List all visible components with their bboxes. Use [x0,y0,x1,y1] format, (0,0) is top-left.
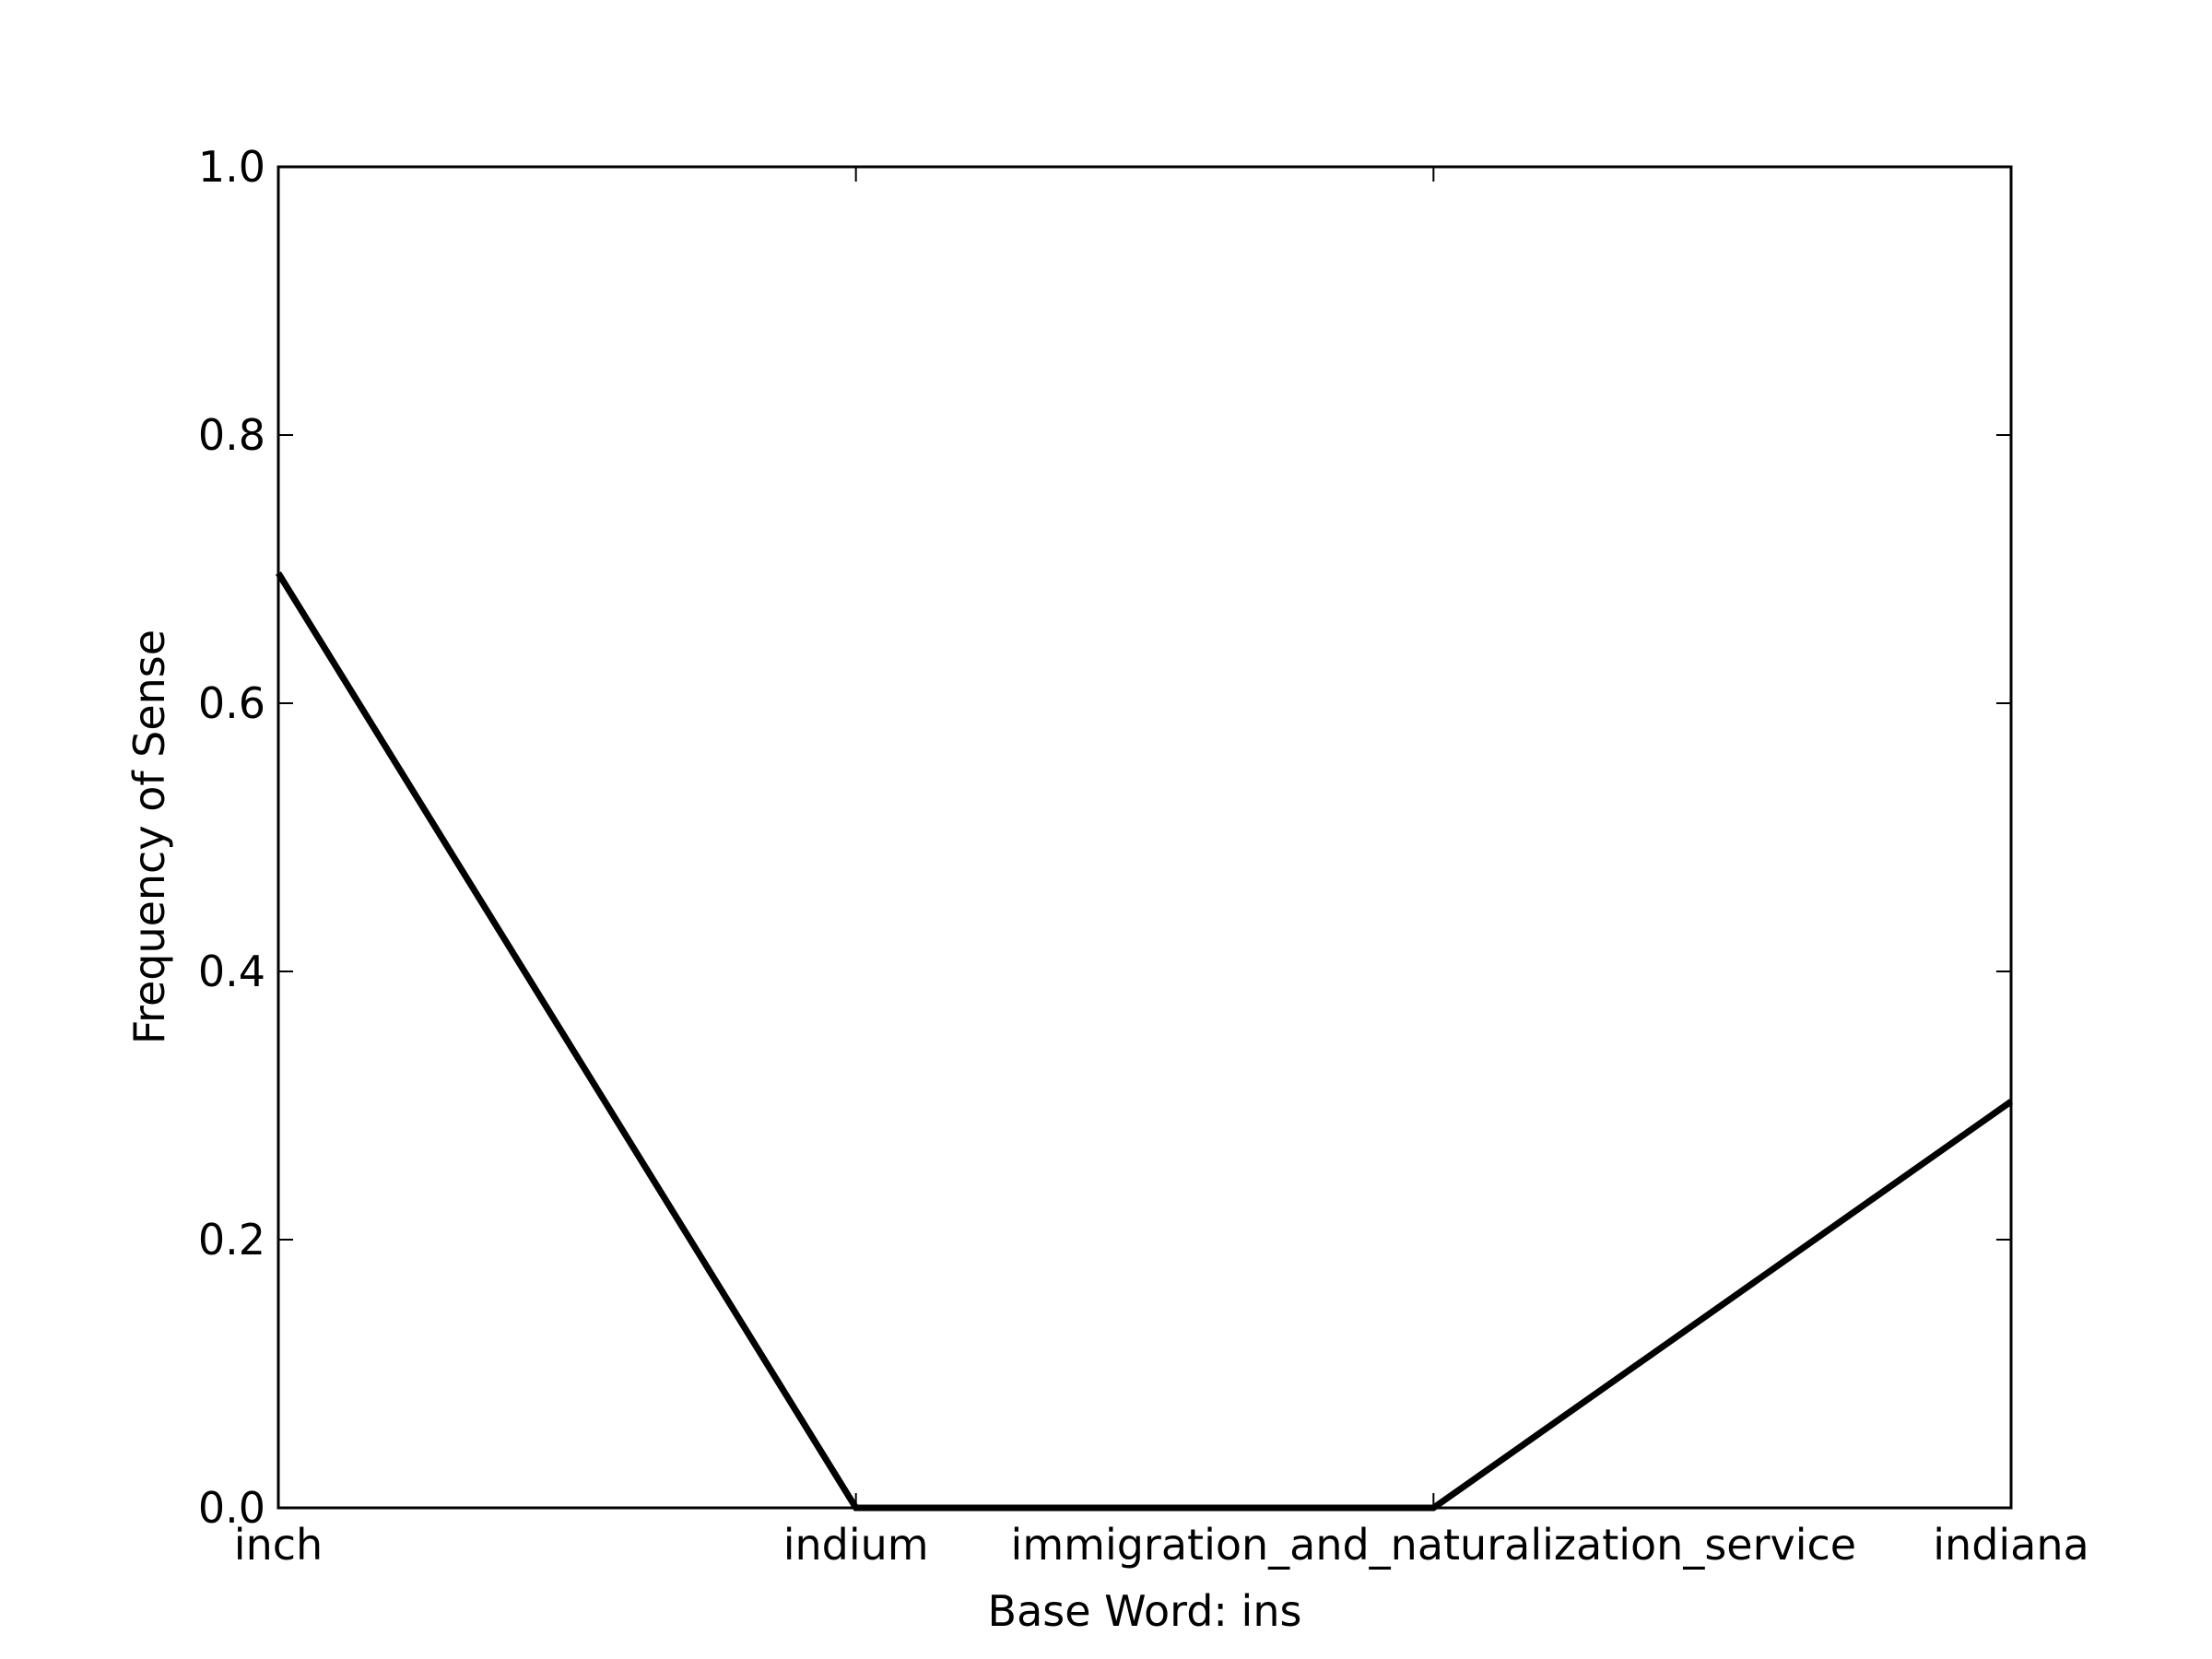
x-tick-label: indium [783,1520,929,1570]
y-tick-label: 0.4 [198,947,265,996]
x-tick-label: inch [234,1520,323,1570]
x-tick-label: indiana [1933,1520,2088,1570]
x-tick-label: immigration_and_naturalization_service [1011,1520,1857,1570]
y-tick-label: 1.0 [198,142,265,192]
y-tick-label: 0.0 [198,1483,265,1533]
plot-frame [276,165,2013,1510]
y-tick-label: 0.8 [198,410,265,460]
y-tick-labels: 0.0 0.2 0.4 0.6 0.8 1.0 [198,142,265,1533]
x-tick-labels: inch indium immigration_and_naturalization… [234,1520,2089,1570]
y-axis-label: Frequency of Sense [124,629,174,1044]
y-tick-label: 0.2 [198,1215,265,1265]
y-tick-label: 0.6 [198,678,265,728]
x-axis-label: Base Word: ins [988,1586,1302,1636]
